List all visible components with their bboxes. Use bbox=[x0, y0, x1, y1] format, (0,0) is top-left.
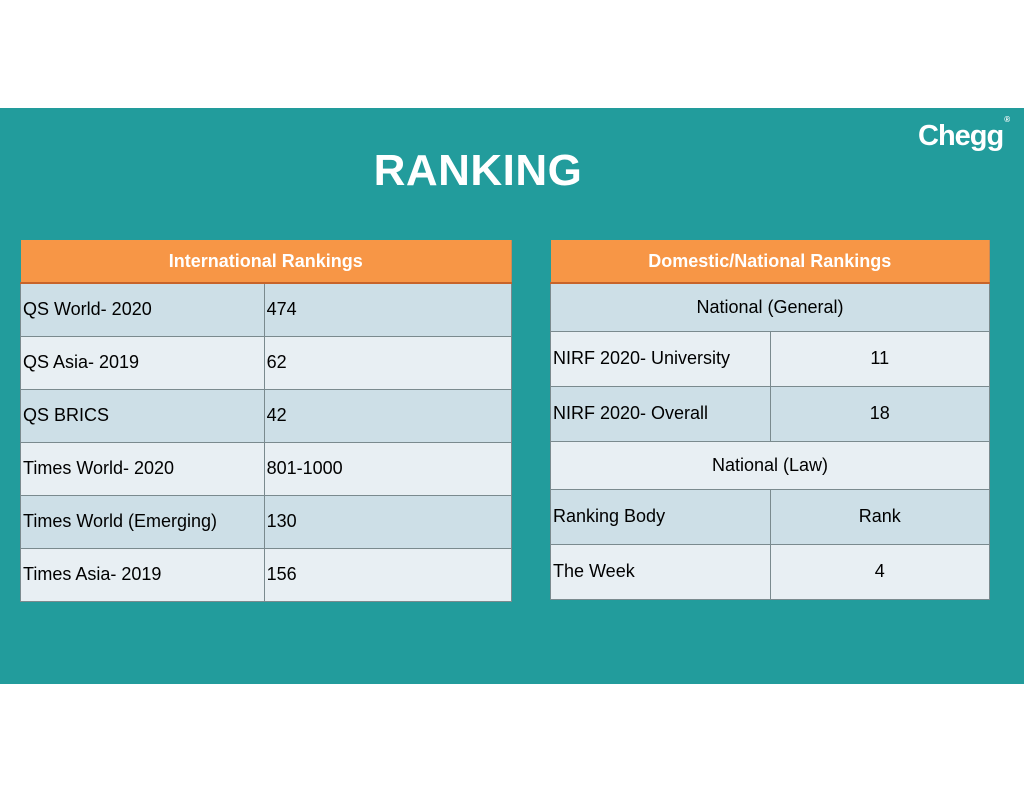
slide: RANKING Chegg® International Rankings QS… bbox=[0, 108, 1024, 684]
table-row: NIRF 2020- University 11 bbox=[550, 330, 991, 387]
section-row-law: National (Law) bbox=[550, 440, 990, 490]
ranking-value: 4 bbox=[769, 543, 991, 600]
logo-text: Chegg bbox=[918, 120, 1004, 152]
ranking-value: 18 bbox=[769, 385, 991, 442]
domestic-rankings-header: Domestic/National Rankings bbox=[550, 240, 990, 284]
domestic-rankings-table: Domestic/National Rankings National (Gen… bbox=[550, 240, 991, 600]
table-row: Times World (Emerging) 130 bbox=[20, 494, 513, 549]
ranking-name: QS Asia- 2019 bbox=[20, 335, 265, 390]
ranking-value: 42 bbox=[263, 388, 513, 443]
page-title: RANKING bbox=[373, 146, 583, 195]
section-label-law: National (Law) bbox=[550, 440, 990, 490]
ranking-value: 130 bbox=[263, 494, 513, 549]
table-row: NIRF 2020- Overall 18 bbox=[550, 385, 991, 442]
rank-heading: Rank bbox=[769, 488, 991, 545]
table-row: Ranking Body Rank bbox=[550, 488, 991, 545]
ranking-value: 11 bbox=[769, 330, 991, 387]
ranking-value: 62 bbox=[263, 335, 513, 390]
international-rankings-header: International Rankings bbox=[20, 240, 512, 284]
ranking-name: QS World- 2020 bbox=[20, 282, 265, 337]
ranking-body-heading: Ranking Body bbox=[550, 488, 771, 545]
table-row: QS World- 2020 474 bbox=[20, 282, 513, 337]
table-row: Times World- 2020 801-1000 bbox=[20, 441, 513, 496]
ranking-name: Times World (Emerging) bbox=[20, 494, 265, 549]
ranking-name: NIRF 2020- Overall bbox=[550, 385, 771, 442]
table-row: QS BRICS 42 bbox=[20, 388, 513, 443]
table-row: QS Asia- 2019 62 bbox=[20, 335, 513, 390]
section-label-general: National (General) bbox=[550, 282, 990, 332]
ranking-value: 474 bbox=[263, 282, 513, 337]
ranking-name: Times Asia- 2019 bbox=[20, 547, 265, 602]
ranking-value: 801-1000 bbox=[263, 441, 513, 496]
ranking-value: 156 bbox=[263, 547, 513, 602]
ranking-name: The Week bbox=[550, 543, 771, 600]
table-row: Times Asia- 2019 156 bbox=[20, 547, 513, 602]
chegg-logo: Chegg® bbox=[918, 115, 1010, 153]
ranking-name: QS BRICS bbox=[20, 388, 265, 443]
ranking-name: Times World- 2020 bbox=[20, 441, 265, 496]
section-row-general: National (General) bbox=[550, 282, 990, 332]
registered-mark: ® bbox=[1004, 115, 1011, 125]
ranking-name: NIRF 2020- University bbox=[550, 330, 771, 387]
international-rankings-table: International Rankings QS World- 2020 47… bbox=[20, 240, 513, 602]
table-row: The Week 4 bbox=[550, 543, 991, 600]
